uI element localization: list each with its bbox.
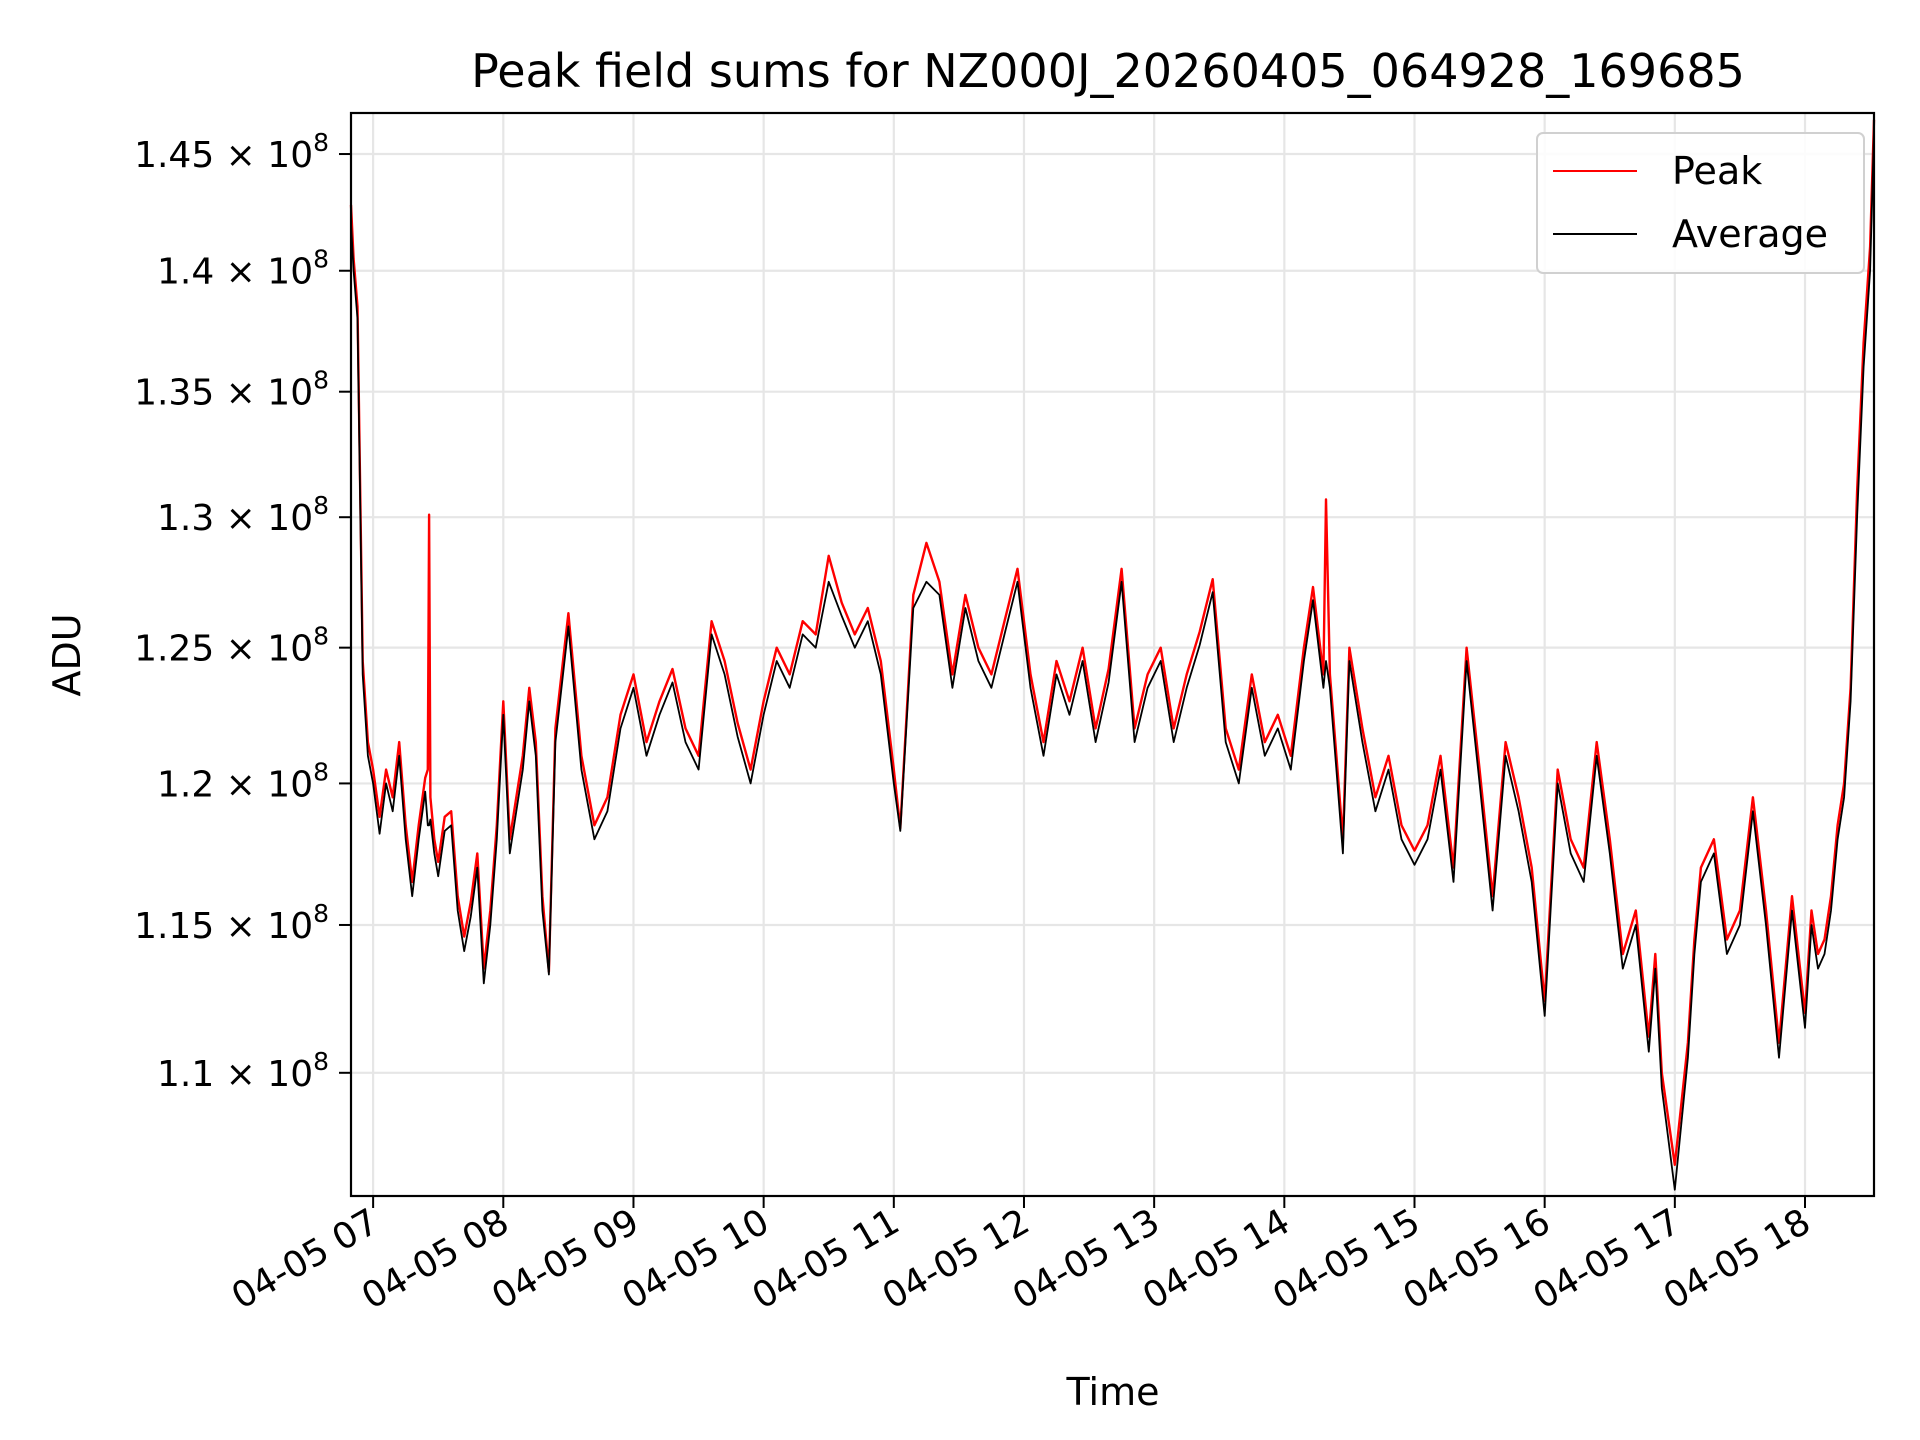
y-tick-mantissa: 1.15 xyxy=(134,906,214,947)
y-tick-exponent: 8 xyxy=(313,899,329,928)
y-tick-exponent: 8 xyxy=(313,245,329,274)
legend: Peak Average xyxy=(1536,132,1865,274)
y-tick-exponent: 8 xyxy=(313,128,329,157)
y-tick-exponent: 8 xyxy=(313,366,329,395)
series-line-average xyxy=(350,131,1875,1191)
x-axis-label: Time xyxy=(1066,1370,1160,1414)
y-tick-exponent: 8 xyxy=(313,491,329,520)
y-tick-times: × 10 xyxy=(214,764,313,805)
plot-frame xyxy=(349,111,1876,1198)
y-tick-times: × 10 xyxy=(214,1054,313,1095)
y-tick-label: 1.35 × 108 xyxy=(134,366,329,414)
y-tick-times: × 10 xyxy=(214,498,313,539)
y-tick-mantissa: 1.25 xyxy=(134,629,214,670)
y-tick-label: 1.15 × 108 xyxy=(134,899,329,947)
y-tick-exponent: 8 xyxy=(313,757,329,786)
y-tick-label: 1.25 × 108 xyxy=(134,622,329,670)
y-tick-times: × 10 xyxy=(214,135,313,176)
plot-area xyxy=(349,119,1876,1191)
y-tick-exponent: 8 xyxy=(313,622,329,651)
y-tick-label: 1.1 × 108 xyxy=(157,1047,329,1095)
legend-label-average: Average xyxy=(1672,212,1828,256)
y-tick-label: 1.4 × 108 xyxy=(157,245,329,293)
y-axis-label: ADU xyxy=(45,613,89,696)
y-tick-mantissa: 1.1 xyxy=(157,1054,214,1095)
y-tick-times: × 10 xyxy=(214,252,313,293)
y-tick-times: × 10 xyxy=(214,373,313,414)
y-tick-mantissa: 1.4 xyxy=(157,252,214,293)
y-tick-mantissa: 1.45 xyxy=(134,135,214,176)
y-tick-label: 1.45 × 108 xyxy=(134,128,329,176)
y-tick-mantissa: 1.2 xyxy=(157,764,214,805)
y-tick-times: × 10 xyxy=(214,906,313,947)
y-tick-mantissa: 1.35 xyxy=(134,373,214,414)
y-tick-label: 1.3 × 108 xyxy=(157,491,329,539)
legend-box xyxy=(1536,132,1865,274)
legend-label-peak: Peak xyxy=(1672,149,1762,193)
y-tick-mantissa: 1.3 xyxy=(157,498,214,539)
y-tick-times: × 10 xyxy=(214,629,313,670)
chart-title: Peak field sums for NZ000J_20260405_0649… xyxy=(471,44,1745,98)
y-tick-label: 1.2 × 108 xyxy=(157,757,329,805)
y-tick-exponent: 8 xyxy=(313,1047,329,1076)
